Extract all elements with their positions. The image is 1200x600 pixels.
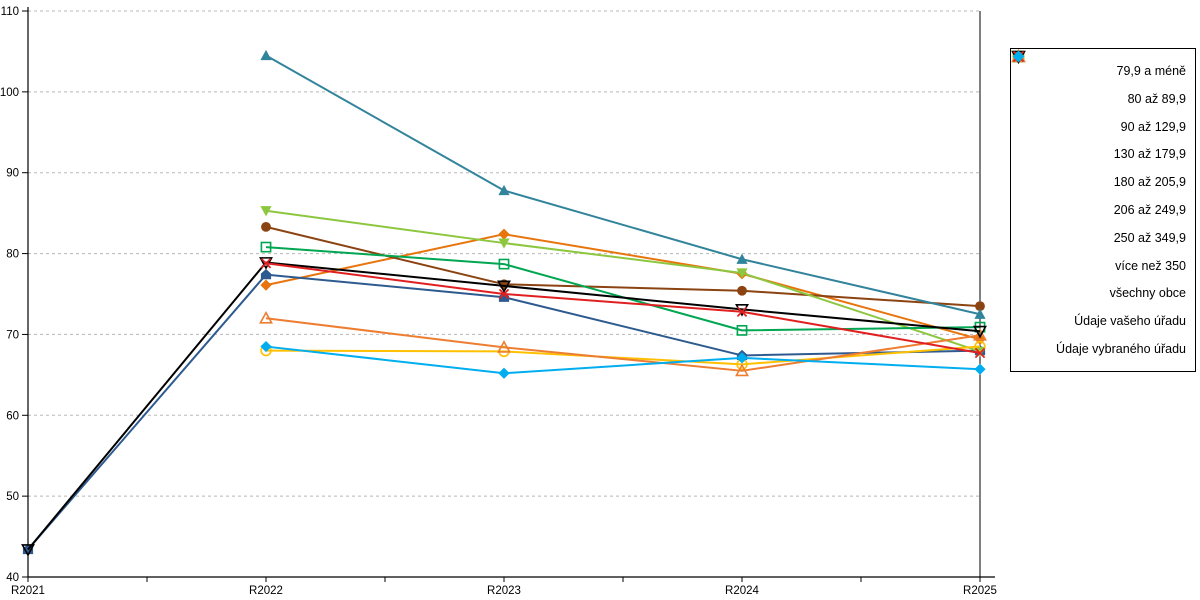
data-point-triangle-up	[973, 327, 987, 341]
data-point-x	[974, 347, 986, 359]
data-point-diamond	[498, 228, 510, 240]
legend-item[interactable]: více než 350	[1011, 48, 1186, 278]
y-tick-label: 80	[6, 249, 19, 261]
data-point-circle	[261, 221, 271, 232]
data-point-diamond	[260, 340, 272, 353]
series-line	[265, 233, 981, 341]
legend-item-label: Údaje vašeho úřadu	[1074, 314, 1186, 329]
series-line	[265, 209, 981, 353]
data-point-diamond	[260, 279, 272, 291]
series-line	[265, 345, 981, 366]
legend-item[interactable]: Údaje vašeho úřadu	[1012, 50, 1186, 333]
data-point-diamond	[498, 367, 510, 379]
y-tick-label: 100	[0, 87, 19, 99]
data-point-triangle-up	[974, 308, 986, 319]
x-tick-label: R2021	[11, 585, 45, 597]
data-point-x	[736, 306, 748, 317]
series-line	[27, 273, 981, 551]
legend-item[interactable]: 206 až 249,9	[1012, 50, 1186, 222]
data-point-circle	[974, 340, 986, 353]
data-point-triangle-up	[736, 253, 748, 264]
y-tick-label: 50	[6, 491, 19, 503]
x-tick-label: R2023	[487, 585, 521, 597]
legend-item[interactable]: 80 až 89,9	[1013, 51, 1186, 111]
data-point-square	[498, 258, 510, 270]
legend-item[interactable]: 90 až 129,9	[1012, 50, 1186, 139]
series-line	[265, 345, 981, 375]
legend-item[interactable]: všechny obce	[1011, 50, 1186, 305]
legend-item-label: 79,9 a méně	[1116, 63, 1187, 78]
legend-item-label: 130 až 179,9	[1113, 147, 1186, 162]
series-line	[265, 54, 981, 316]
data-point-circle	[737, 285, 747, 296]
x-tick-label: R2024	[725, 585, 759, 597]
y-tick-label: 90	[6, 168, 19, 180]
legend-item-label: více než 350	[1115, 258, 1186, 273]
data-point-triangle-down	[973, 325, 987, 339]
y-tick-label: 70	[6, 329, 19, 341]
data-point-x	[498, 288, 510, 300]
data-point-triangle-up	[497, 340, 511, 353]
legend-item[interactable]: Údaje vybraného úřadu	[1012, 50, 1186, 361]
y-tick-label: 60	[6, 410, 19, 422]
data-point-triangle-down	[260, 206, 272, 217]
data-point-triangle-up	[260, 49, 272, 61]
legend-item-label: 250 až 349,9	[1113, 230, 1186, 245]
data-point-square	[736, 324, 748, 336]
series-line	[265, 317, 981, 372]
legend: 79,9 a méně 80 až 89,9 90 až 129,9 130 až 1…	[1010, 48, 1196, 372]
data-point-triangle-down	[736, 268, 748, 279]
legend-item-label: Údaje vybraného úřadu	[1056, 342, 1186, 357]
y-tick-label: 110	[1, 6, 19, 18]
legend-item[interactable]: 180 až 205,9	[1012, 51, 1186, 194]
data-point-pentagon	[260, 268, 272, 280]
legend-item[interactable]: 250 až 349,9	[1012, 50, 1186, 250]
legend-item-label: 206 až 249,9	[1113, 202, 1186, 217]
series-line	[27, 261, 981, 551]
legend-item-label: 180 až 205,9	[1113, 175, 1186, 190]
x-tick-label: R2022	[249, 585, 283, 597]
legend-item-label: 90 až 129,9	[1120, 119, 1186, 134]
data-point-diamond	[974, 363, 986, 375]
data-point-triangle-down	[21, 544, 35, 557]
legend-item-label: všechny obce	[1109, 286, 1186, 301]
legend-item[interactable]: 79,9 a méně	[1012, 50, 1187, 83]
legend-item-label: 80 až 89,9	[1127, 91, 1186, 106]
data-point-triangle-up	[259, 310, 273, 324]
series-line	[265, 225, 981, 308]
x-tick-label: R2025	[963, 585, 997, 597]
legend-item[interactable]: 130 až 179,9	[1013, 50, 1186, 166]
data-point-triangle-down	[498, 238, 510, 249]
data-point-triangle-down	[497, 280, 511, 294]
data-point-x	[260, 258, 272, 269]
data-point-triangle-up	[498, 184, 510, 196]
series-line	[265, 262, 981, 355]
diamond-marker-icon	[1012, 50, 1025, 63]
data-point-diamond	[736, 352, 748, 364]
data-point-triangle-up	[735, 363, 749, 377]
y-tick-label: 40	[6, 572, 19, 584]
data-point-square	[260, 241, 272, 253]
data-point-circle	[975, 301, 985, 312]
